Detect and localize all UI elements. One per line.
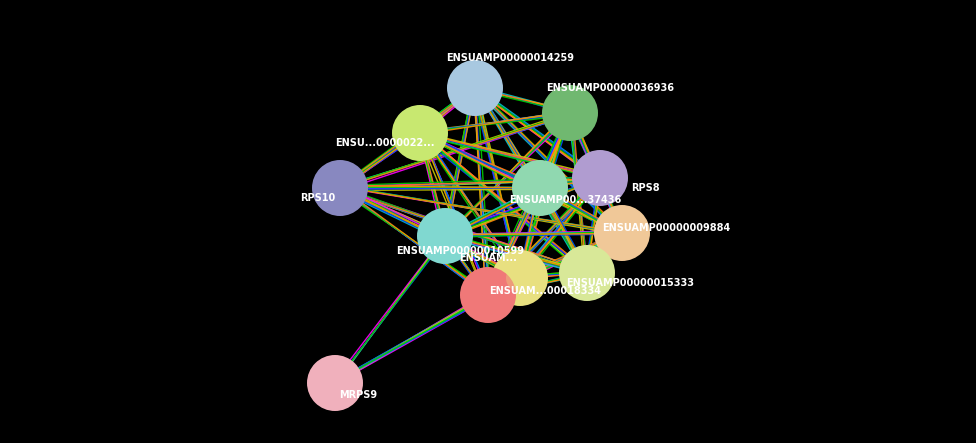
Circle shape	[506, 264, 534, 292]
Circle shape	[447, 60, 503, 116]
Circle shape	[542, 85, 598, 141]
Circle shape	[559, 245, 615, 301]
Circle shape	[431, 222, 459, 250]
Circle shape	[594, 205, 650, 261]
Circle shape	[321, 369, 349, 397]
Circle shape	[307, 355, 363, 411]
Text: ENSUAM...00018334: ENSUAM...00018334	[489, 286, 601, 296]
Circle shape	[406, 119, 434, 147]
Text: ENSUAMP00000015333: ENSUAMP00000015333	[566, 278, 694, 288]
Text: ENSUAMP00000009884: ENSUAMP00000009884	[602, 223, 730, 233]
Text: ENSU...0000022...: ENSU...0000022...	[335, 138, 434, 148]
Circle shape	[492, 250, 548, 306]
Circle shape	[512, 160, 568, 216]
Circle shape	[461, 74, 489, 102]
Circle shape	[312, 160, 368, 216]
Circle shape	[572, 150, 628, 206]
Circle shape	[392, 105, 448, 161]
Circle shape	[474, 281, 502, 309]
Circle shape	[573, 259, 601, 287]
Text: ENSUAMP00...37436: ENSUAMP00...37436	[508, 195, 621, 205]
Circle shape	[556, 99, 584, 127]
Text: ENSUAMP00000036936: ENSUAMP00000036936	[546, 83, 674, 93]
Circle shape	[326, 174, 354, 202]
Text: ENSUAMP00000014259: ENSUAMP00000014259	[446, 53, 574, 63]
Text: MRPS9: MRPS9	[339, 390, 377, 400]
Circle shape	[608, 219, 636, 247]
Text: ENSUAMP00000010599: ENSUAMP00000010599	[396, 246, 524, 256]
Circle shape	[417, 208, 473, 264]
Text: ENSUAM...: ENSUAM...	[459, 253, 517, 263]
Circle shape	[586, 164, 614, 192]
Text: RPS10: RPS10	[301, 193, 336, 203]
Circle shape	[526, 174, 554, 202]
Circle shape	[460, 267, 516, 323]
Text: RPS8: RPS8	[630, 183, 660, 193]
